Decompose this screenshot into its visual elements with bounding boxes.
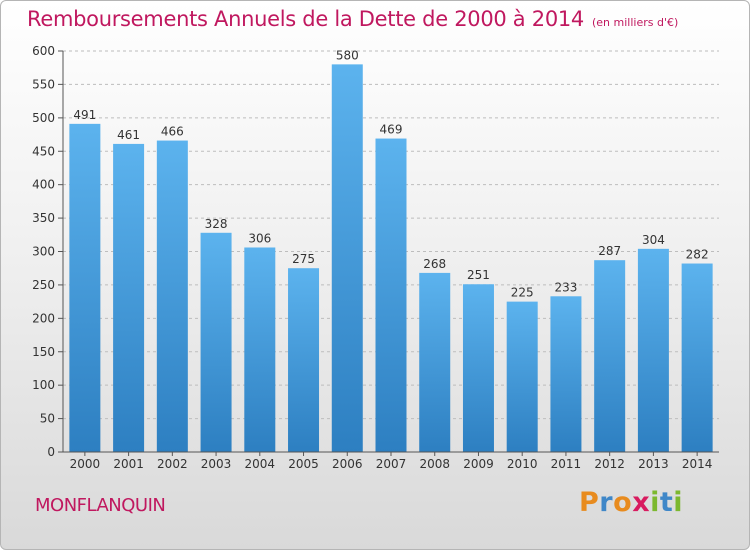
y-tick-label: 350 — [32, 211, 55, 225]
y-tick-label: 400 — [32, 178, 55, 192]
bar-2009 — [462, 284, 494, 452]
bar-value-label: 580 — [336, 48, 359, 62]
bar-value-label: 306 — [248, 231, 271, 245]
bar-2002 — [156, 140, 188, 452]
bar-value-label: 304 — [642, 233, 665, 247]
bar-value-label: 491 — [73, 108, 96, 122]
y-tick-label: 300 — [32, 245, 55, 259]
x-tick-label: 2000 — [70, 457, 101, 471]
x-tick-label: 2010 — [507, 457, 538, 471]
bar-2010 — [506, 301, 538, 452]
x-tick-label: 2011 — [551, 457, 582, 471]
y-tick-label: 100 — [32, 378, 55, 392]
bar-value-label: 282 — [686, 248, 709, 262]
bar-value-label: 225 — [511, 286, 534, 300]
y-tick-label: 150 — [32, 345, 55, 359]
chart-subtitle: (en milliers d'€) — [592, 16, 679, 29]
logo-letter: P — [579, 487, 600, 518]
bar-2007 — [375, 138, 407, 452]
logo-letter: t — [659, 487, 674, 518]
x-tick-label: 2014 — [682, 457, 713, 471]
y-tick-label: 600 — [32, 44, 55, 58]
chart-title-text: Remboursements Annuels de la Dette de 20… — [27, 7, 584, 31]
bar-2012 — [594, 260, 626, 452]
y-tick-label: 500 — [32, 111, 55, 125]
bar-chart: 0 50 100 150 200 250 300 350 400 450 500 550 600 491 2… — [32, 44, 719, 471]
x-tick-label: 2002 — [157, 457, 188, 471]
bar-2011 — [550, 296, 582, 452]
x-tick-label: 2004 — [245, 457, 276, 471]
city-name: MONFLANQUIN — [35, 495, 166, 516]
bar-2003 — [200, 232, 232, 452]
logo-letter: x — [632, 487, 651, 518]
bar-value-label: 275 — [292, 252, 315, 266]
bar-value-label: 466 — [161, 125, 184, 139]
bar-value-label: 469 — [380, 123, 403, 137]
bar-2005 — [288, 268, 320, 452]
bar-2008 — [419, 272, 451, 452]
y-tick-label: 0 — [47, 445, 55, 459]
bar-2004 — [244, 247, 276, 452]
bar-2006 — [331, 64, 363, 452]
bar-2001 — [113, 143, 145, 453]
x-tick-label: 2003 — [201, 457, 232, 471]
x-tick-label: 2012 — [594, 457, 625, 471]
chart-title: Remboursements Annuels de la Dette de 20… — [27, 7, 678, 31]
x-tick-label: 2008 — [419, 457, 450, 471]
x-tick-label: 2001 — [113, 457, 144, 471]
y-tick-label: 50 — [40, 412, 55, 426]
proxiti-logo: Proxiti — [579, 487, 683, 518]
logo-letter: i — [650, 487, 660, 518]
bar-value-label: 328 — [205, 217, 228, 231]
y-tick-label: 550 — [32, 77, 55, 91]
y-tick-label: 200 — [32, 311, 55, 325]
bar-2014 — [681, 263, 713, 452]
x-tick-label: 2009 — [463, 457, 494, 471]
bar-value-label: 251 — [467, 268, 490, 282]
logo-letter: i — [673, 487, 684, 518]
y-tick-label: 250 — [32, 278, 55, 292]
logo-letter: r — [599, 487, 614, 518]
bar-value-label: 287 — [598, 244, 621, 258]
bar-2013 — [637, 248, 669, 452]
bar-value-label: 461 — [117, 128, 140, 142]
y-tick-label: 450 — [32, 144, 55, 158]
x-tick-label: 2006 — [332, 457, 363, 471]
bar-value-label: 268 — [423, 257, 446, 271]
x-tick-label: 2007 — [376, 457, 407, 471]
bar-value-label: 233 — [554, 280, 577, 294]
logo-letter: o — [613, 487, 633, 518]
x-tick-label: 2005 — [288, 457, 319, 471]
bar-2000 — [69, 123, 101, 453]
x-tick-label: 2013 — [638, 457, 669, 471]
